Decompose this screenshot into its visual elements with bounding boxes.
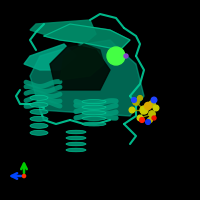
Circle shape	[153, 105, 159, 111]
Circle shape	[140, 118, 144, 122]
Ellipse shape	[30, 109, 48, 114]
Polygon shape	[44, 24, 130, 50]
Ellipse shape	[82, 100, 106, 104]
Polygon shape	[30, 20, 96, 44]
Ellipse shape	[66, 148, 86, 152]
Polygon shape	[24, 44, 76, 70]
Ellipse shape	[66, 130, 86, 134]
Circle shape	[22, 174, 26, 178]
Circle shape	[107, 47, 125, 65]
Circle shape	[140, 106, 148, 114]
Ellipse shape	[30, 123, 48, 128]
Ellipse shape	[66, 136, 86, 140]
Polygon shape	[50, 44, 110, 90]
Ellipse shape	[30, 116, 48, 121]
Circle shape	[146, 120, 150, 124]
Circle shape	[148, 118, 152, 122]
Circle shape	[138, 96, 142, 100]
Ellipse shape	[30, 130, 48, 135]
Circle shape	[149, 111, 155, 117]
Ellipse shape	[82, 116, 106, 120]
Ellipse shape	[82, 122, 106, 126]
Circle shape	[129, 107, 135, 113]
Ellipse shape	[82, 105, 106, 109]
Circle shape	[132, 98, 136, 102]
Circle shape	[137, 115, 143, 121]
Circle shape	[124, 54, 128, 58]
Ellipse shape	[82, 111, 106, 115]
Ellipse shape	[66, 142, 86, 146]
Circle shape	[133, 99, 139, 105]
Polygon shape	[60, 44, 104, 80]
Circle shape	[149, 101, 155, 107]
Ellipse shape	[30, 95, 48, 100]
Circle shape	[144, 102, 152, 110]
Ellipse shape	[30, 102, 48, 107]
Circle shape	[151, 97, 157, 103]
Polygon shape	[30, 40, 144, 116]
Circle shape	[152, 116, 156, 120]
